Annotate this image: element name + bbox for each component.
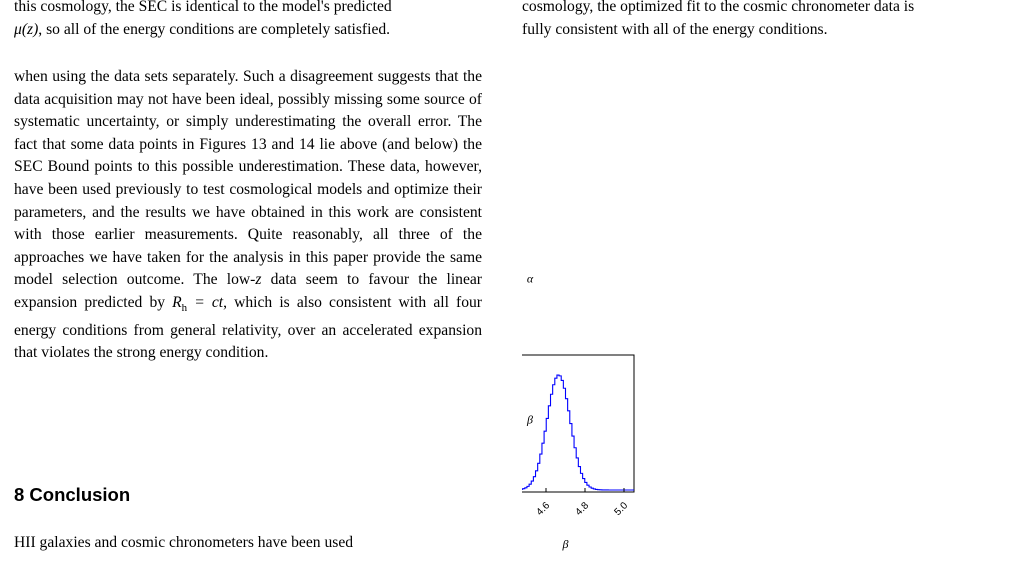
- right-top-line2: fully consistent with all of the energy …: [522, 20, 828, 38]
- right-top-line1: cosmology, the optimized fit to the cosm…: [522, 0, 915, 15]
- y-axis-label-beta: β: [526, 413, 533, 427]
- x-tick-label: 4.8: [574, 500, 592, 518]
- x-tick-label: 5.0: [613, 500, 631, 518]
- right-top-fragment: cosmology, the optimized fit to the cosm…: [522, 0, 992, 41]
- panel-frame: [522, 354, 635, 493]
- marginal-histogram: [522, 374, 634, 491]
- corner-plot: 33.633.934.234.54.44.64.85.0αβ57.560.062…: [522, 272, 635, 551]
- section-heading-conclusion: 8 Conclusion: [14, 484, 131, 505]
- paragraph-conclusion: HII galaxies and cosmic chronometers hav…: [14, 534, 354, 551]
- paragraph-discussion: when using the data sets separately. Suc…: [14, 68, 482, 362]
- y-axis-label-alpha: α: [527, 272, 534, 286]
- left-top-fragment: this cosmology, the SEC is identical to …: [14, 0, 482, 41]
- left-top-line2: μ(z), so all of the energy conditions ar…: [14, 20, 391, 38]
- x-tick-label: 4.6: [535, 500, 553, 518]
- x-axis-label: β: [562, 537, 569, 551]
- left-top-line1: this cosmology, the SEC is identical to …: [14, 0, 392, 15]
